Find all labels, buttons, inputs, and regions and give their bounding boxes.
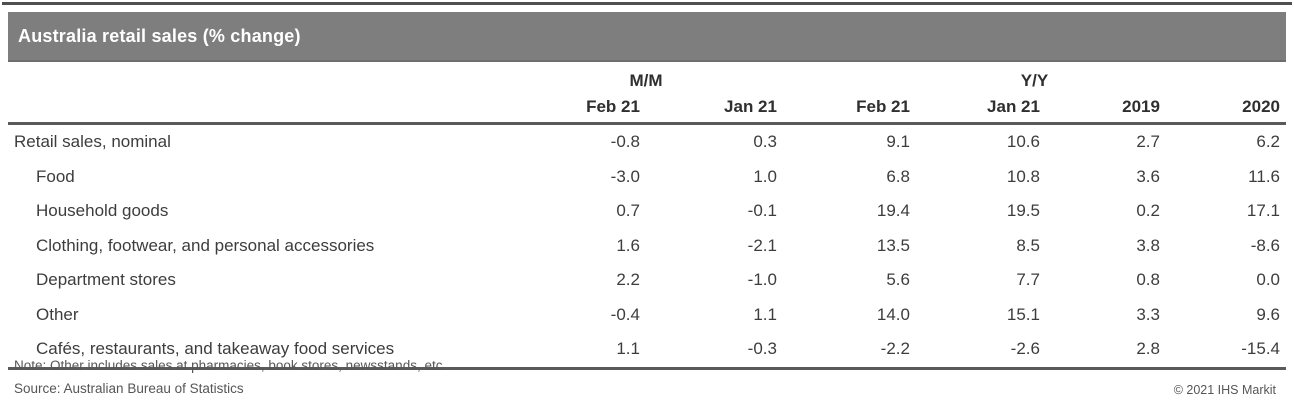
cell-value: 1.6 <box>616 235 640 255</box>
column-header: 2020 <box>1165 92 1286 125</box>
row-label: Department stores <box>36 270 176 290</box>
cell-value: 10.8 <box>1006 166 1040 186</box>
cell-value: 3.3 <box>1136 304 1160 324</box>
cell-value: 8.5 <box>1016 235 1040 255</box>
cell-value: -8.6 <box>1250 235 1280 255</box>
cell-value: 0.0 <box>1256 270 1280 290</box>
row-label: Clothing, footwear, and personal accesso… <box>36 235 375 255</box>
column-header: 2019 <box>1045 92 1166 125</box>
row-label: Retail sales, nominal <box>14 132 171 152</box>
column-header: Jan 21 <box>645 92 783 125</box>
cell-value: -15.4 <box>1165 332 1286 370</box>
cell-value: 14.0 <box>876 304 910 324</box>
cell-value: -3.0 <box>610 166 640 186</box>
cell-value: 2.7 <box>1136 132 1160 152</box>
source-text: Source: Australian Bureau of Statistics <box>14 381 244 396</box>
column-header-row: Feb 21 Jan 21 Feb 21 Jan 21 2019 2020 <box>8 92 1286 125</box>
cell-value: 3.8 <box>1136 235 1160 255</box>
retail-sales-table: M/M Y/Y Feb 21 Jan 21 Feb 21 Jan 21 2019… <box>8 65 1286 370</box>
cell-value: 19.5 <box>1006 201 1040 221</box>
cell-value: 10.6 <box>1006 132 1040 152</box>
cell-value: -2.1 <box>747 235 777 255</box>
note-text: Note: Other includes sales at pharmacies… <box>14 358 447 373</box>
cell-value: 9.1 <box>886 132 910 152</box>
row-label: Other <box>36 304 79 324</box>
cell-value: 7.7 <box>1016 270 1040 290</box>
cell-value: -2.6 <box>915 332 1046 370</box>
table-row: Clothing, footwear, and personal accesso… <box>8 229 1286 264</box>
table-row: Retail sales, nominal -0.8 0.3 9.1 10.6 … <box>8 124 1286 160</box>
cell-value: -2.2 <box>782 332 916 370</box>
table-row: Cafés, restaurants, and takeaway food se… <box>8 332 1286 370</box>
cell-value: 3.6 <box>1136 166 1160 186</box>
column-group-header-row: M/M Y/Y <box>8 65 1286 92</box>
cell-value: -0.4 <box>610 304 640 324</box>
cell-value: 17.1 <box>1246 201 1280 221</box>
cell-value: 1.1 <box>753 304 777 324</box>
cell-value: 1.1 <box>508 332 646 370</box>
empty-cell <box>8 92 509 125</box>
row-label: Cafés, restaurants, and takeaway food se… <box>8 332 509 370</box>
cell-value: 2.2 <box>616 270 640 290</box>
cell-value: 11.6 <box>1248 166 1280 186</box>
cell-value: 0.8 <box>1136 270 1160 290</box>
column-header: Jan 21 <box>915 92 1046 125</box>
title-bar: Australia retail sales (% change) <box>8 12 1286 62</box>
cell-value: 19.4 <box>876 201 910 221</box>
cell-value: -1.0 <box>747 270 777 290</box>
table-row: Department stores 2.2 -1.0 5.6 7.7 0.8 0… <box>8 263 1286 298</box>
cell-value: 1.0 <box>753 166 777 186</box>
row-label: Household goods <box>36 201 169 221</box>
copyright-text: © 2021 IHS Markit <box>1173 383 1276 397</box>
cell-value: 6.2 <box>1256 132 1280 152</box>
cell-value: 9.6 <box>1256 304 1280 324</box>
cell-value: 0.3 <box>753 132 777 152</box>
cell-value: -0.8 <box>610 132 640 152</box>
cell-value: 0.7 <box>616 201 640 221</box>
cell-value: 2.8 <box>1045 332 1166 370</box>
cell-value: -0.1 <box>747 201 777 221</box>
column-header: Feb 21 <box>508 92 646 125</box>
page-title: Australia retail sales (% change) <box>18 25 301 46</box>
table-row: Food -3.0 1.0 6.8 10.8 3.6 11.6 <box>8 160 1286 195</box>
cell-value: 15.1 <box>1006 304 1040 324</box>
group-header-mm: M/M <box>629 71 663 90</box>
cell-value: 5.6 <box>886 270 910 290</box>
row-label: Food <box>36 166 75 186</box>
cell-value: 0.2 <box>1136 201 1160 221</box>
table-row: Household goods 0.7 -0.1 19.4 19.5 0.2 1… <box>8 194 1286 229</box>
table-row: Other -0.4 1.1 14.0 15.1 3.3 9.6 <box>8 298 1286 333</box>
column-header: Feb 21 <box>782 92 916 125</box>
cell-value: 13.5 <box>876 235 910 255</box>
cell-value: 6.8 <box>886 166 910 186</box>
group-header-yy: Y/Y <box>1020 71 1049 90</box>
empty-cell <box>8 65 509 92</box>
retail-sales-table-wrap: M/M Y/Y Feb 21 Jan 21 Feb 21 Jan 21 2019… <box>8 65 1286 370</box>
top-rule <box>2 2 1292 5</box>
cell-value: -0.3 <box>645 332 783 370</box>
